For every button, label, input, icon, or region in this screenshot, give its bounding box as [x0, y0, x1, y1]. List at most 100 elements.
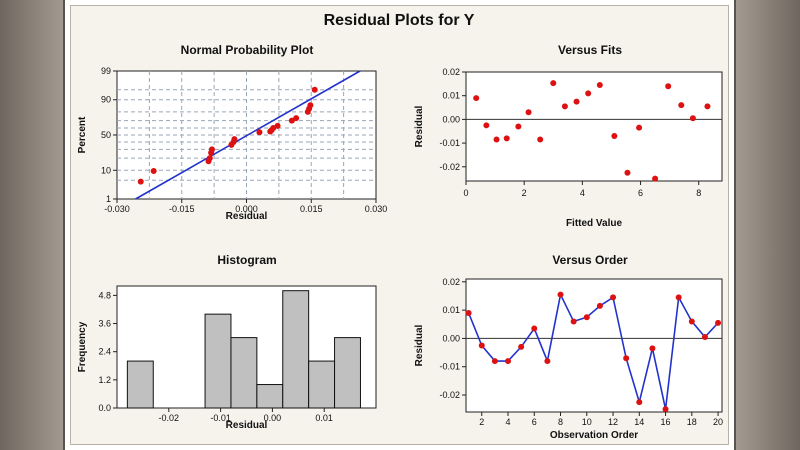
data-point	[537, 136, 544, 143]
x-axis-label: Fitted Value	[566, 218, 623, 229]
histogram-bar	[204, 313, 232, 409]
data-point	[636, 399, 643, 406]
subplot-title: Versus Order	[552, 253, 628, 267]
main-title: Residual Plots for Y	[324, 12, 475, 29]
x-tick-label: 8	[558, 417, 563, 427]
y-tick-label: 2.4	[98, 347, 111, 357]
data-point	[570, 318, 577, 325]
y-tick-label: 0.00	[442, 333, 460, 343]
x-axis-label: Residual	[226, 420, 268, 431]
histogram-bar	[282, 290, 310, 409]
data-point	[715, 319, 722, 326]
data-point	[515, 123, 522, 130]
y-tick-label: -0.01	[439, 138, 460, 148]
data-point	[561, 103, 568, 110]
y-tick-label: 10	[101, 165, 111, 175]
y-tick-label: -0.02	[439, 390, 460, 400]
histogram-bar	[308, 360, 336, 409]
x-tick-label: 0	[463, 188, 468, 198]
data-point	[662, 406, 669, 413]
x-tick-label: 18	[687, 417, 697, 427]
data-point	[665, 83, 672, 90]
data-point	[231, 136, 238, 143]
y-tick-label: 0.02	[442, 277, 460, 287]
data-point	[208, 146, 215, 153]
x-tick-label: 0.00	[264, 413, 282, 423]
data-point	[623, 355, 630, 362]
data-point	[573, 98, 580, 105]
x-tick-label: 2	[522, 188, 527, 198]
y-axis-label: Percent	[77, 116, 88, 153]
data-point	[256, 129, 263, 136]
x-tick-label: 8	[696, 188, 701, 198]
fit-line	[135, 70, 361, 200]
data-point	[503, 135, 510, 142]
y-tick-label: 0.01	[442, 91, 460, 101]
x-tick-label: 0.030	[365, 204, 388, 214]
y-tick-label: 0.00	[442, 114, 460, 124]
y-tick-label: 0.01	[442, 305, 460, 315]
data-point	[624, 169, 631, 176]
x-tick-label: -0.015	[169, 204, 195, 214]
x-tick-label: 4	[580, 188, 585, 198]
data-point	[311, 86, 318, 93]
data-point	[688, 318, 695, 325]
data-point	[483, 122, 490, 129]
data-point	[611, 132, 618, 139]
left-bezel	[0, 0, 64, 450]
data-point	[493, 136, 500, 143]
data-point	[652, 175, 659, 182]
data-point	[585, 90, 592, 97]
right-bezel	[736, 0, 800, 450]
data-point	[274, 122, 281, 129]
histogram-bar	[126, 360, 154, 409]
x-tick-label: 6	[638, 188, 643, 198]
x-tick-label: 0.015	[300, 204, 323, 214]
normal-probability-plot: Normal Probability Plot Residual Percent -0…	[77, 43, 387, 222]
y-tick-label: 99	[101, 66, 111, 76]
data-point	[206, 155, 213, 162]
data-point	[307, 102, 314, 109]
data-point	[531, 325, 538, 332]
y-tick-label: 50	[101, 130, 111, 140]
y-tick-label: 3.6	[98, 319, 111, 329]
x-tick-label: 12	[608, 417, 618, 427]
x-tick-label: 6	[532, 417, 537, 427]
data-point	[704, 103, 711, 110]
data-point	[557, 291, 564, 298]
data-point	[701, 334, 708, 341]
y-axis-label: Residual	[414, 105, 425, 147]
x-tick-label: 10	[582, 417, 592, 427]
x-axis-label: Residual	[226, 211, 268, 222]
x-tick-label: 0.01	[315, 413, 333, 423]
plot-frame	[465, 71, 723, 182]
subplot-title: Normal Probability Plot	[181, 43, 314, 57]
data-point	[491, 358, 498, 365]
data-point	[689, 115, 696, 122]
data-point	[544, 358, 551, 365]
subplot-title: Versus Fits	[558, 43, 622, 57]
y-axis-label: Residual	[414, 324, 425, 366]
x-tick-label: -0.01	[210, 413, 231, 423]
data-point	[478, 342, 485, 349]
y-tick-label: 1	[106, 194, 111, 204]
y-tick-label: 4.8	[98, 290, 111, 300]
x-axis-label: Observation Order	[550, 430, 638, 441]
data-point	[525, 109, 532, 116]
data-point	[550, 80, 557, 87]
versus-fits-plot: Versus Fits Fitted Value Residual 0 2 4 6 8 0.02…	[414, 43, 723, 229]
y-tick-label: 0.0	[98, 403, 111, 413]
y-tick-label: 1.2	[98, 375, 111, 385]
y-axis-label: Frequency	[77, 321, 88, 372]
y-tick-label: 0.02	[442, 67, 460, 77]
data-point	[473, 95, 480, 102]
data-point	[675, 294, 682, 301]
histogram-bar	[230, 337, 258, 409]
y-tick-label: -0.01	[439, 362, 460, 372]
y-tick-label: -0.02	[439, 162, 460, 172]
y-tick-label: 90	[101, 95, 111, 105]
x-tick-label: 16	[661, 417, 671, 427]
histogram-bar	[256, 384, 284, 409]
data-point	[596, 82, 603, 89]
